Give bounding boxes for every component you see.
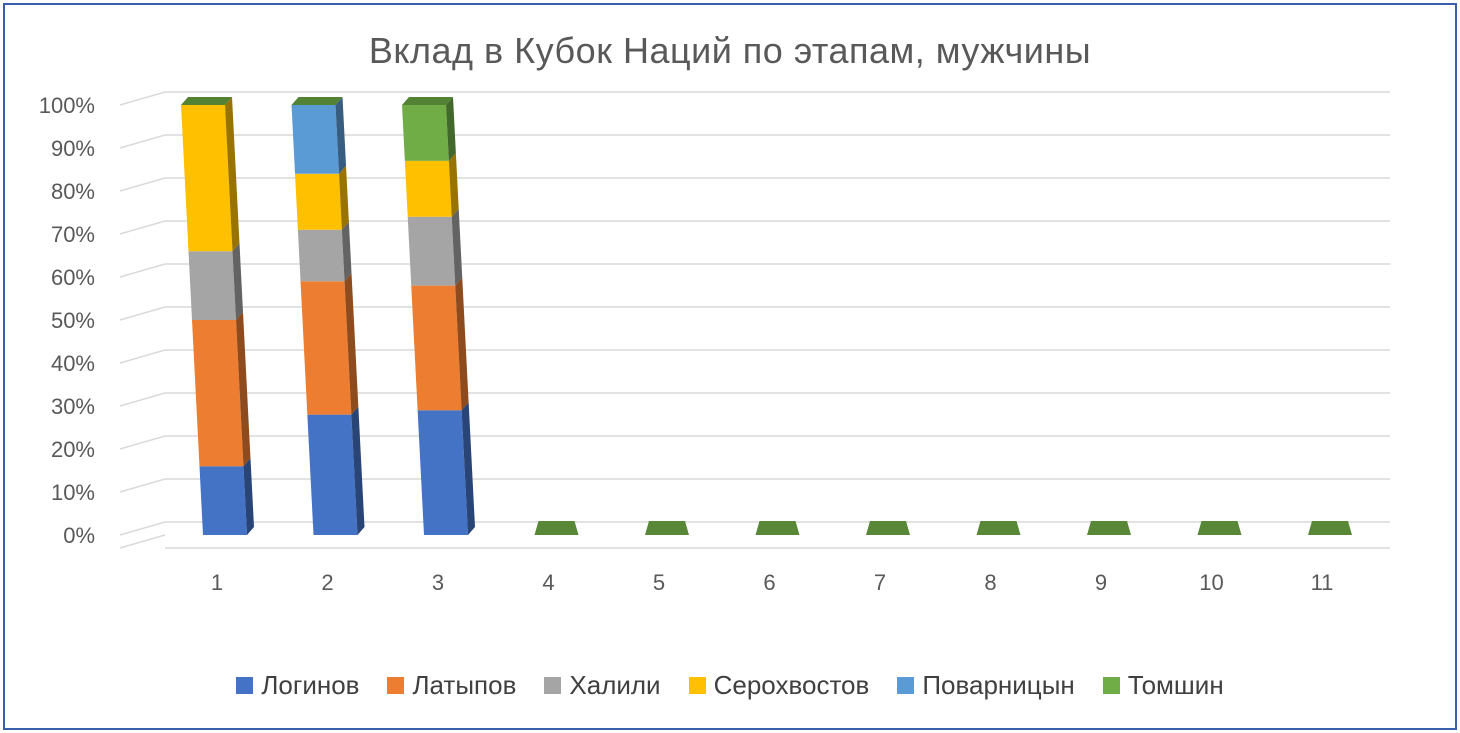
gridline-side [119, 220, 166, 235]
legend-item: Серохвостов [688, 670, 870, 701]
x-tick-label: 10 [1199, 570, 1223, 595]
bar-empty-base [755, 521, 800, 535]
bar-segment-side [243, 458, 254, 535]
x-tick-label: 11 [1311, 570, 1334, 595]
y-tick-label: 0% [63, 523, 95, 548]
bar-segment-side [341, 221, 352, 282]
bar-segment-side [344, 273, 359, 415]
y-tick-label: 70% [51, 222, 95, 247]
legend-label: Серохвостов [713, 670, 870, 700]
gridline-side [119, 134, 166, 149]
y-tick-label: 60% [51, 265, 95, 290]
legend-item: Халили [544, 670, 661, 701]
legend-label: Томшин [1127, 670, 1224, 700]
gridline-side [119, 392, 166, 407]
bar-segment-side [225, 97, 240, 252]
bar-segment-Томшин [402, 105, 449, 161]
x-tick-label: 3 [432, 570, 444, 595]
bar-segment-side [448, 152, 459, 217]
x-tick-label: 7 [874, 570, 886, 595]
bar-empty-base [1308, 521, 1352, 535]
y-tick-label: 100% [39, 93, 95, 118]
bar-segment-side [232, 243, 243, 320]
legend-label: Халили [569, 670, 661, 700]
bar-segment-Халили [297, 229, 345, 282]
bar-segment-Халили [407, 216, 456, 286]
bar-empty-base [645, 521, 689, 535]
legend-swatch [897, 677, 915, 694]
bar-segment-Халили [188, 251, 236, 320]
x-tick-label: 1 [211, 570, 223, 595]
bar-empty-base [866, 521, 910, 535]
bar-segment-side [351, 406, 365, 535]
bar-segment-side [236, 312, 251, 467]
bar-top [291, 97, 343, 105]
bar-segment-Поварницын [291, 105, 340, 174]
x-tick-label: 6 [763, 570, 775, 595]
bar-segment-Латыпов [192, 320, 244, 467]
bar-segment-Логинов [199, 466, 247, 535]
bar-segment-side [461, 402, 475, 535]
gridline-side [119, 349, 166, 364]
x-tick-label: 5 [653, 570, 665, 595]
y-tick-label: 90% [51, 136, 95, 161]
legend-item: Латыпов [387, 670, 516, 701]
gridline-side [119, 521, 166, 536]
bar-empty-base [1197, 521, 1242, 535]
gridline-side [119, 91, 166, 106]
bar-segment-side [451, 208, 463, 286]
y-tick-label: 10% [51, 480, 95, 505]
bar-segment-side [446, 97, 456, 161]
legend-label: Латыпов [412, 670, 517, 700]
bar-empty-base [976, 521, 1021, 535]
bar-segment-Латыпов [411, 285, 462, 411]
bar-segment-side [339, 165, 349, 230]
bar-segment-Серохвостов [404, 160, 452, 217]
bar-segment-Серохвостов [181, 105, 233, 252]
legend-swatch [387, 677, 405, 694]
bar-empty-base [534, 521, 579, 535]
bar-empty-base [1087, 521, 1131, 535]
legend-swatch [688, 677, 706, 694]
bar-top [181, 97, 232, 105]
x-tick-label: 8 [984, 570, 996, 595]
x-tick-label: 2 [321, 570, 333, 595]
bar-segment-side [455, 277, 469, 411]
chart-legend: Логинов Латыпов Халили Серохвостов Поварницы… [0, 670, 1460, 701]
legend-swatch [544, 677, 562, 694]
x-tick-label: 4 [542, 570, 554, 595]
y-tick-label: 30% [51, 394, 95, 419]
y-tick-label: 80% [51, 179, 95, 204]
legend-item: Поварницын [897, 670, 1075, 701]
bar-segment-Серохвостов [295, 173, 342, 230]
bar-segment-Латыпов [300, 281, 352, 415]
bar-top [402, 97, 453, 105]
legend-swatch [236, 677, 254, 694]
gridline-side [119, 263, 166, 278]
floor [165, 535, 1390, 548]
x-tick-label: 9 [1095, 570, 1107, 595]
bar-segment-side [335, 97, 347, 174]
gridline-side [119, 478, 166, 493]
bar-segment-Логинов [307, 414, 358, 535]
chart-title: Вклад в Кубок Наций по этапам, мужчины [368, 30, 1092, 71]
legend-item: Томшин [1102, 670, 1224, 701]
y-tick-label: 40% [51, 351, 95, 376]
bar-segment-Логинов [417, 410, 468, 535]
gridline-side [119, 306, 166, 321]
y-tick-label: 50% [51, 308, 95, 333]
y-tick-label: 20% [51, 437, 95, 462]
legend-label: Логинов [261, 670, 360, 700]
floor-edge [119, 534, 166, 549]
gridline-side [119, 435, 166, 450]
legend-swatch [1102, 677, 1120, 694]
legend-item: Логинов [236, 670, 359, 701]
gridline-side [119, 177, 166, 192]
legend-label: Поварницын [922, 670, 1075, 700]
